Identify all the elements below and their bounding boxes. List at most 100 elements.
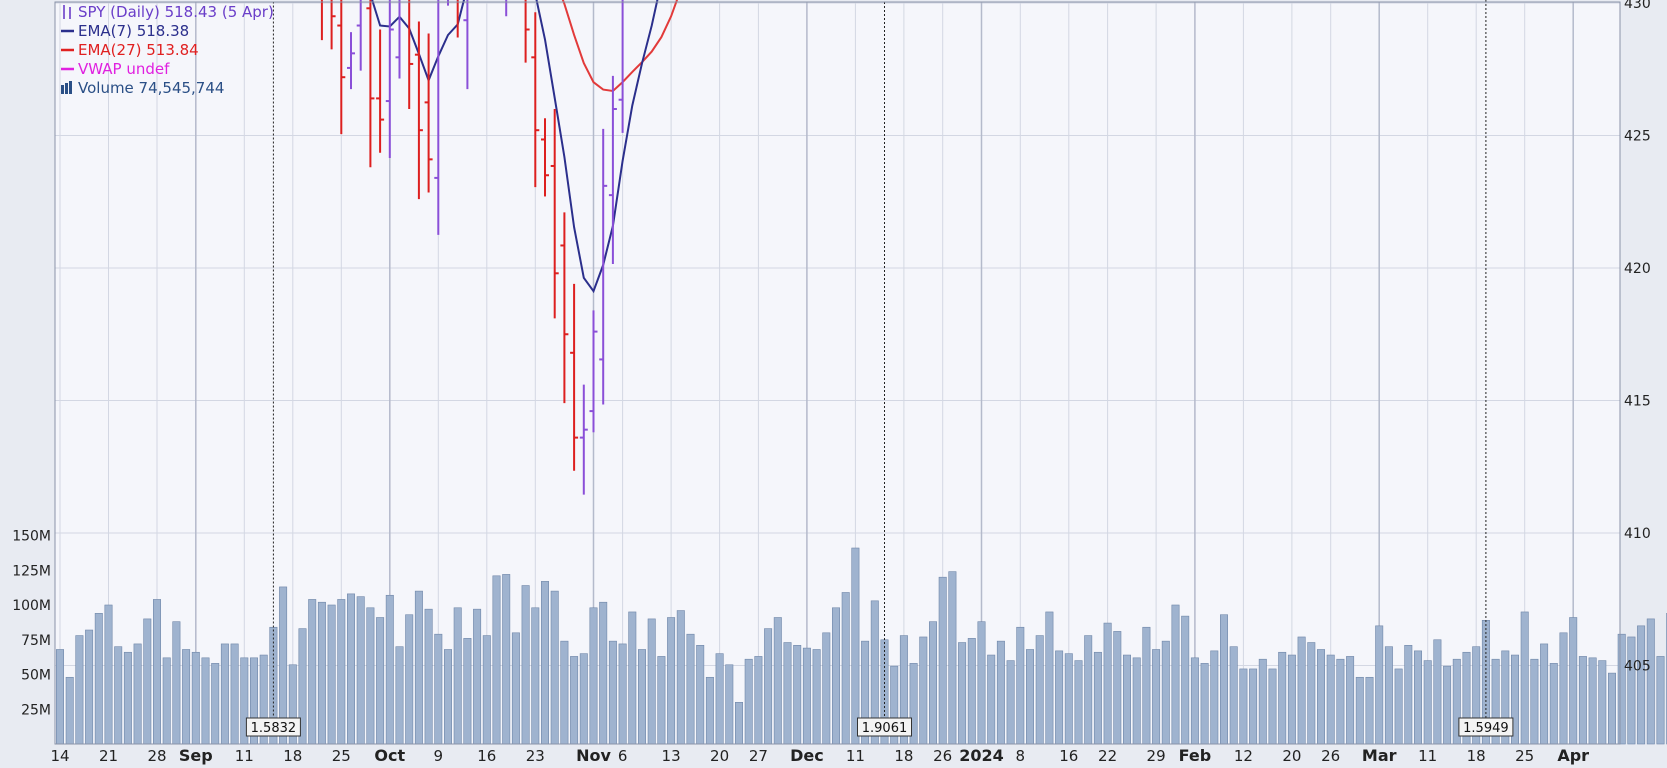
legend-item-ema7: EMA(7) 518.38 <box>61 22 189 40</box>
volume-bar <box>211 663 220 745</box>
time-tick-label: 11 <box>846 747 865 765</box>
time-tick-label: 26 <box>933 747 952 765</box>
volume-bar <box>1035 635 1044 745</box>
volume-bar <box>1210 650 1219 745</box>
ohlc-bar <box>408 0 414 109</box>
volume-bar <box>1258 658 1267 745</box>
ohlc-bar <box>589 310 598 433</box>
time-tick-label: Feb <box>1179 746 1212 765</box>
ohlc-bar <box>579 384 588 495</box>
volume-bar <box>1656 656 1665 745</box>
volume-bar <box>783 642 792 745</box>
volume-bar <box>1278 651 1287 745</box>
volume-bar <box>1394 668 1403 745</box>
legend-label: VWAP undef <box>78 60 170 78</box>
volume-bar <box>1103 622 1112 745</box>
time-tick-label: 16 <box>477 747 496 765</box>
callout-label: 1.5949 <box>1463 721 1509 736</box>
volume-bar <box>1355 676 1364 745</box>
volume-bar <box>735 701 743 745</box>
volume-bar <box>453 607 462 745</box>
legend-item-ema27: EMA(27) 513.84 <box>61 41 199 59</box>
volume-tick-label: 25M <box>21 702 51 718</box>
ohlc-bar <box>599 128 608 405</box>
volume-bar <box>919 636 928 745</box>
volume-bar <box>444 649 452 745</box>
volume-bar <box>395 646 404 745</box>
volume-icon-bar <box>61 85 64 94</box>
volume-bar <box>1142 626 1151 745</box>
volume-bar <box>1520 611 1529 745</box>
volume-bar <box>1181 615 1190 745</box>
time-tick-label: Sep <box>179 746 213 765</box>
volume-bar <box>1249 668 1258 745</box>
volume-bar <box>1637 625 1646 745</box>
time-tick-label: 25 <box>332 747 351 765</box>
volume-bar <box>1404 645 1413 745</box>
volume-icon-bar <box>69 81 72 94</box>
volume-bar <box>531 607 540 745</box>
ohlc-icon <box>63 5 71 19</box>
ohlc-bar <box>456 0 459 38</box>
time-tick-label: 13 <box>662 747 681 765</box>
time-tick-label: 29 <box>1147 747 1166 765</box>
time-tick-label: 18 <box>1467 747 1486 765</box>
volume-bar <box>812 649 821 745</box>
volume-bar <box>1540 643 1549 745</box>
ohlc-bar <box>531 12 540 188</box>
volume-bar <box>1384 646 1393 745</box>
callout-box <box>245 717 301 737</box>
volume-bar <box>1307 642 1316 745</box>
volume-bar <box>667 617 676 745</box>
volume-bar <box>1287 654 1296 745</box>
volume-icon <box>61 81 72 94</box>
volume-bar <box>1598 660 1607 745</box>
volume-bar <box>647 618 656 745</box>
volume-bar <box>1152 649 1161 745</box>
legend-label: EMA(27) 513.84 <box>78 41 199 59</box>
volume-bar <box>608 640 617 745</box>
volume-bar <box>65 676 74 745</box>
ohlc-bar <box>424 33 433 193</box>
volume-bar <box>541 581 549 745</box>
volume-bar <box>1627 636 1636 745</box>
legend-label: EMA(7) 518.38 <box>78 22 189 40</box>
volume-bar <box>715 653 724 745</box>
time-tick-label: 12 <box>1234 747 1253 765</box>
ohlc-bar <box>550 109 559 319</box>
ohlc-bar <box>347 32 355 90</box>
volume-bar <box>1530 658 1539 745</box>
volume-bar <box>1220 614 1228 745</box>
volume-bar <box>414 590 423 745</box>
callout-box <box>1458 717 1514 737</box>
volume-bar <box>696 645 705 745</box>
volume-bar <box>929 621 937 745</box>
volume-bar <box>938 576 947 745</box>
volume-bar <box>579 653 588 745</box>
legend-item-vwap: VWAP undef <box>61 60 170 78</box>
volume-bar <box>1414 650 1422 745</box>
price-tick-label: 425 <box>1624 129 1651 145</box>
callout-box <box>857 717 912 737</box>
price-tick-label: 420 <box>1624 261 1651 277</box>
volume-bar <box>308 599 317 745</box>
volume-bar <box>686 633 695 745</box>
volume-bar <box>802 647 811 745</box>
volume-bar <box>347 593 355 745</box>
time-tick-label: 22 <box>1098 747 1117 765</box>
ohlc-bar <box>434 0 440 235</box>
volume-bar <box>1113 631 1122 745</box>
volume-bar <box>1365 676 1374 745</box>
volume-bar <box>1559 632 1568 745</box>
volume-bar <box>832 607 840 745</box>
volume-bar <box>996 640 1005 745</box>
ohlc-bar <box>463 0 469 90</box>
volume-bar <box>851 547 860 745</box>
volume-bar <box>143 618 152 745</box>
callout-label: 1.5832 <box>251 721 297 736</box>
volume-bar <box>162 657 171 745</box>
volume-bar <box>1423 660 1432 745</box>
volume-tick-label: 75M <box>21 633 51 649</box>
volume-bar <box>172 621 181 745</box>
volume-bar <box>987 654 996 745</box>
